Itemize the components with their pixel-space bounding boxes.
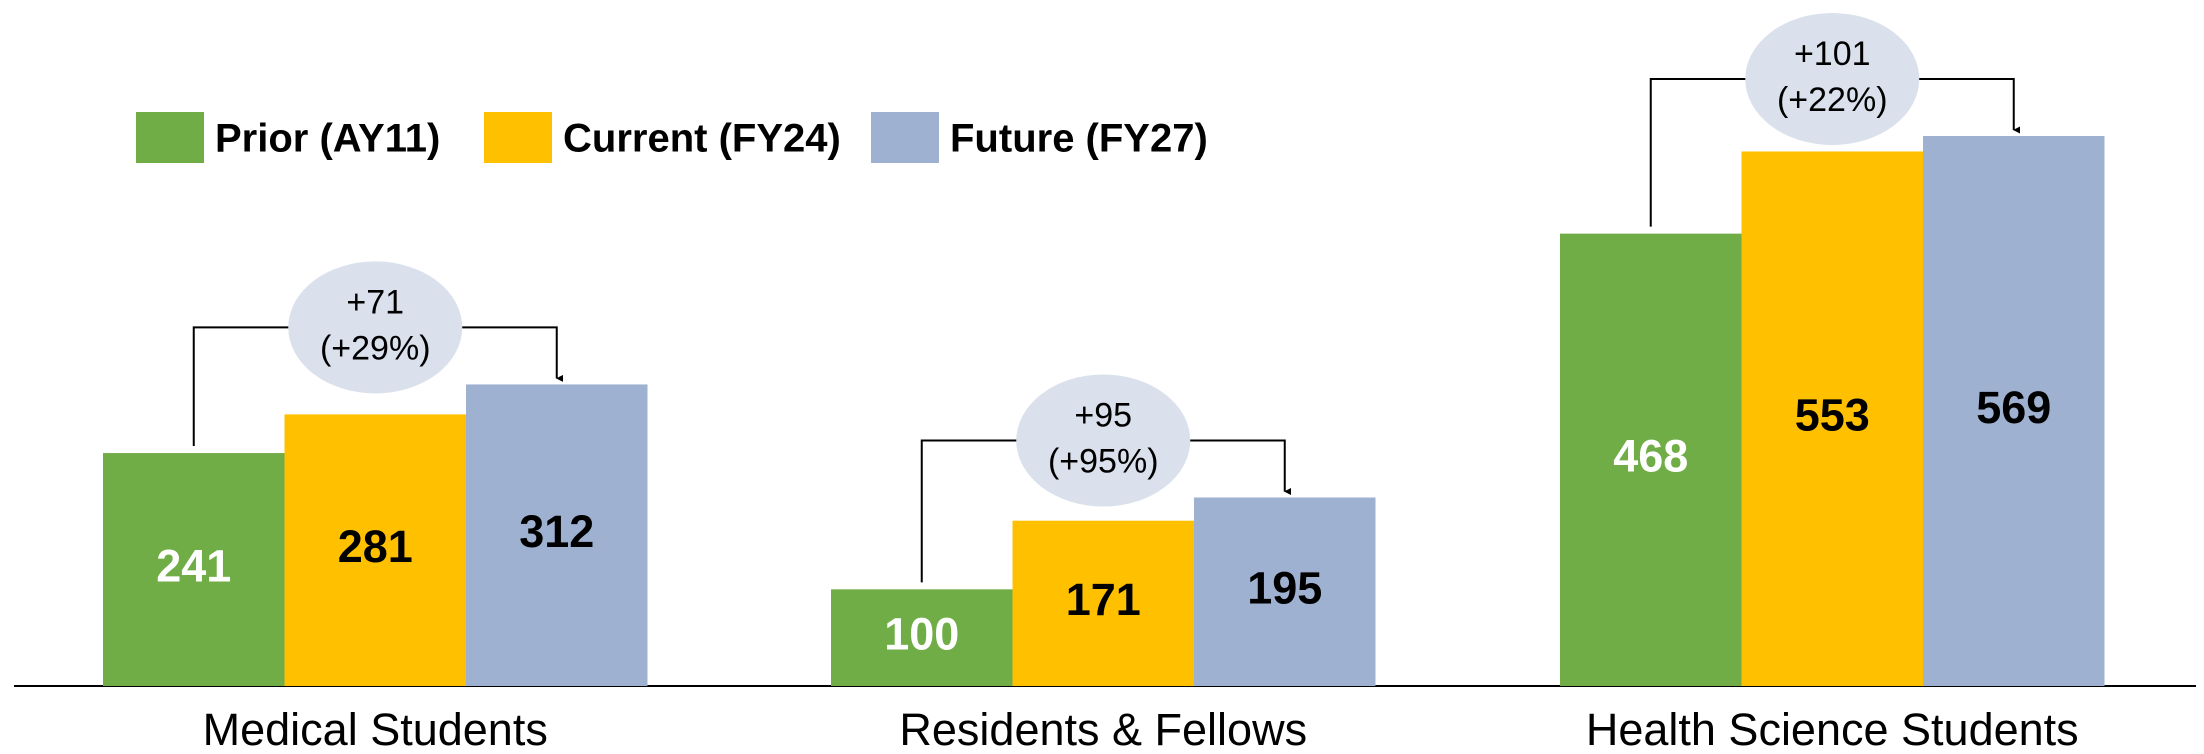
- category-label: Medical Students: [203, 704, 548, 754]
- annotation-text: (+95%): [1048, 442, 1159, 480]
- legend-swatch: [871, 112, 939, 163]
- bar: [284, 414, 466, 686]
- bar: [1741, 151, 1923, 687]
- annotation-bubble: [1016, 374, 1191, 507]
- bar: [1012, 520, 1194, 686]
- legend-swatch: [136, 112, 204, 163]
- legend-label: Current (FY24): [563, 117, 841, 161]
- annotation-bubble: [1745, 13, 1920, 145]
- annotation-text: +101: [1794, 35, 1871, 73]
- value-label: 171: [1066, 574, 1141, 625]
- annotation-bubble: [288, 261, 463, 394]
- value-label: 553: [1795, 390, 1870, 441]
- value-label: 281: [338, 521, 413, 572]
- annotation-text: (+22%): [1777, 81, 1888, 119]
- value-label: 195: [1247, 563, 1322, 614]
- bar: [1560, 233, 1742, 686]
- annotation-text: +71: [346, 283, 404, 321]
- category-label: Residents & Fellows: [899, 704, 1307, 754]
- legend-swatch: [484, 112, 552, 163]
- bar: [1923, 136, 2105, 686]
- legend-label: Prior (AY11): [215, 117, 440, 161]
- value-label: 100: [884, 609, 959, 660]
- value-label: 569: [1976, 382, 2051, 433]
- value-label: 312: [519, 506, 594, 557]
- value-label: 241: [156, 540, 231, 591]
- annotation-text: +95: [1074, 396, 1132, 434]
- bar: [831, 589, 1013, 686]
- value-label: 468: [1613, 431, 1688, 482]
- bar: [1194, 497, 1376, 686]
- legend-label: Future (FY27): [950, 117, 1208, 161]
- bar: [466, 384, 648, 686]
- bar: [103, 453, 285, 686]
- category-label: Health Science Students: [1586, 704, 2079, 754]
- annotation-text: (+29%): [320, 329, 431, 367]
